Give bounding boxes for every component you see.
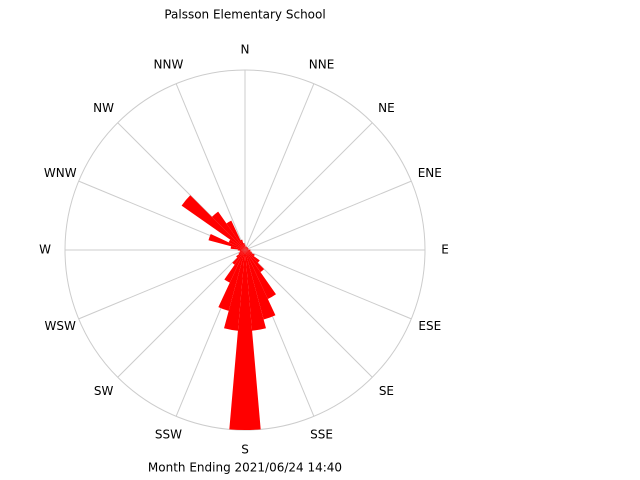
direction-label: SSW <box>155 427 182 441</box>
direction-label: ENE <box>418 166 442 180</box>
chart-title: Palsson Elementary School <box>164 8 325 22</box>
petal <box>245 250 251 252</box>
petal <box>226 220 245 250</box>
grid-spoke <box>175 83 246 251</box>
direction-label: SW <box>94 384 114 398</box>
petal <box>245 250 252 254</box>
petal <box>245 249 249 250</box>
petal <box>245 250 276 299</box>
grid-spoke <box>244 249 373 378</box>
petal <box>245 250 265 273</box>
petal <box>228 239 245 250</box>
petal <box>245 246 247 250</box>
direction-label: WSW <box>45 319 76 333</box>
petal <box>239 250 245 252</box>
petal <box>244 244 246 250</box>
direction-label: SSE <box>310 427 333 441</box>
petal <box>245 247 248 250</box>
petal <box>208 234 245 250</box>
petal <box>245 249 251 251</box>
direction-label: NW <box>93 101 114 115</box>
petal <box>239 250 245 253</box>
petal <box>224 250 245 331</box>
petal <box>181 195 245 250</box>
petal <box>232 250 245 265</box>
grid-spoke <box>78 249 246 320</box>
petal <box>229 250 261 431</box>
direction-label: NNE <box>309 58 335 72</box>
petal <box>211 211 245 250</box>
petal <box>243 242 245 250</box>
petal <box>245 250 266 331</box>
petal <box>245 250 255 257</box>
petal <box>237 249 245 251</box>
petal <box>230 246 245 250</box>
chart-footer: Month Ending 2021/06/24 14:40 <box>148 461 342 475</box>
petal <box>224 250 245 283</box>
petal <box>236 250 245 258</box>
petal <box>245 248 249 250</box>
petal <box>245 250 260 263</box>
direction-label: SE <box>379 384 394 398</box>
grid-spoke <box>244 249 412 320</box>
grid-spoke <box>117 249 246 378</box>
petal <box>245 247 249 250</box>
petal <box>245 246 248 250</box>
direction-label: NNW <box>154 58 184 72</box>
grid-spoke <box>244 180 412 251</box>
grid-spoke <box>244 83 315 251</box>
direction-label: N <box>241 43 250 57</box>
petal <box>245 250 276 320</box>
petal <box>245 247 248 250</box>
direction-label: S <box>241 443 249 457</box>
direction-label: ESE <box>418 319 441 333</box>
petal <box>240 239 245 250</box>
grid-spoke <box>244 122 373 251</box>
petal <box>238 250 245 255</box>
direction-label: E <box>441 243 449 257</box>
direction-label: WNW <box>44 166 77 180</box>
direction-label: W <box>39 243 51 257</box>
petal <box>245 246 246 250</box>
petal <box>218 250 245 311</box>
direction-label: NE <box>378 101 395 115</box>
